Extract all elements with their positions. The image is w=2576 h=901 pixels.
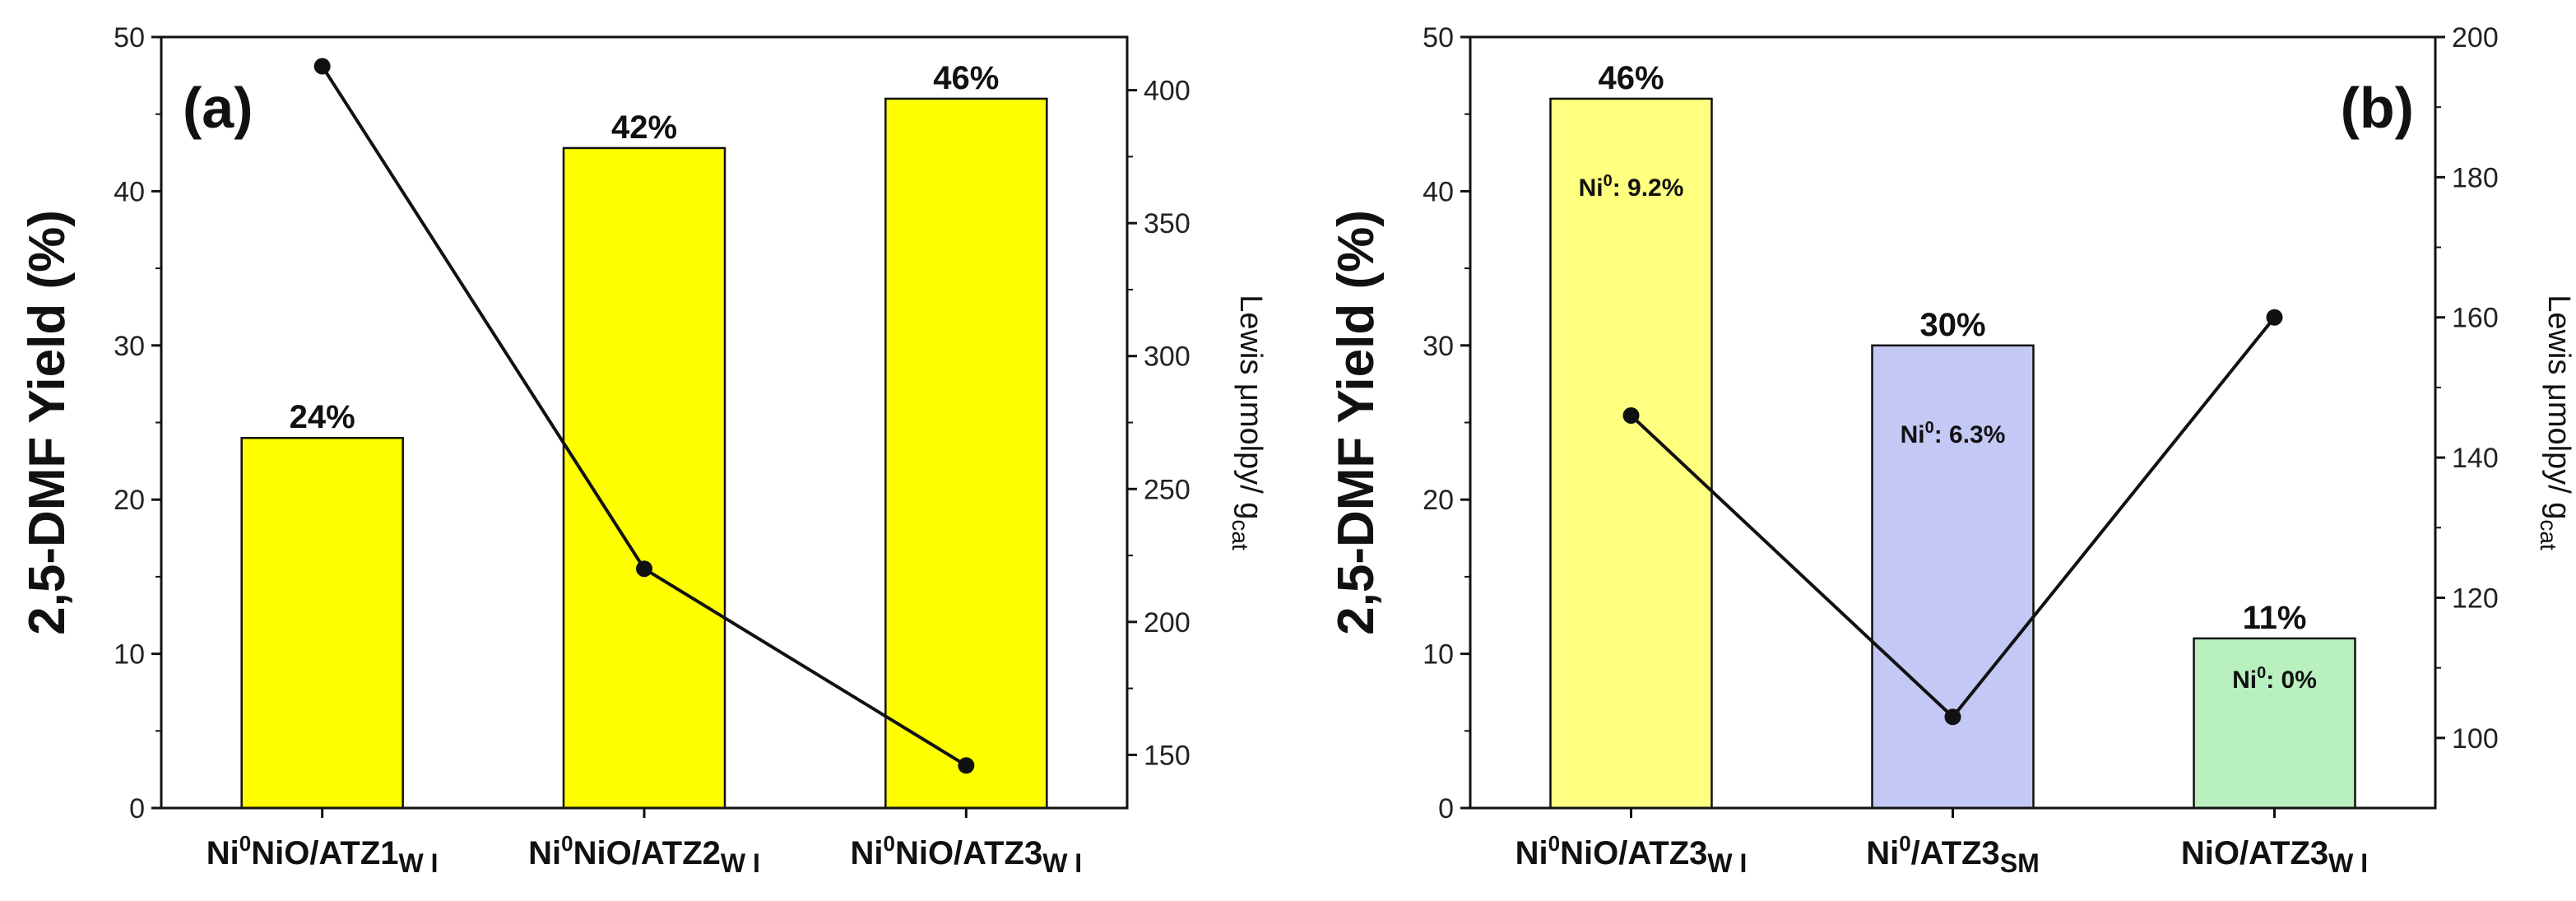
x-category-label: Ni0NiO/ATZ3W I: [850, 831, 1082, 878]
y-axis-title: 2,5-DMF Yield (%): [19, 210, 76, 635]
y2-tick-label: 200: [2452, 22, 2499, 53]
x-category-label: Ni0/ATZ3SM: [1866, 831, 2040, 878]
y-tick-label: 20: [114, 485, 145, 516]
y-tick-label: 30: [114, 331, 145, 362]
y2-tick-label: 350: [1144, 208, 1191, 239]
y2-tick-label: 300: [1144, 341, 1191, 373]
y2-tick-label: 160: [2452, 303, 2499, 334]
y-tick-label: 40: [114, 176, 145, 207]
y2-axis-title: Lewis μmolpy/ gcat: [1228, 295, 1268, 550]
x-category-label: Ni0NiO/ATZ3W I: [1515, 831, 1748, 878]
bar-value-label: 11%: [2243, 600, 2307, 636]
bar-value-label: 42%: [611, 109, 677, 146]
bar-value-label: 30%: [1919, 307, 1985, 343]
bar-annotation: Ni0: 0%: [2232, 664, 2317, 694]
line-point: [636, 560, 652, 578]
y2-tick-label: 400: [1144, 76, 1191, 107]
bar: [1871, 344, 2035, 810]
bar-value-label: 24%: [290, 399, 355, 435]
y2-tick-label: 140: [2452, 443, 2499, 474]
y2-tick-label: 180: [2452, 162, 2499, 193]
bar-value-label: 46%: [933, 60, 999, 96]
bar: [884, 97, 1048, 810]
chart-panel-b: 46% 30% 11% Ni0: 9.2% Ni0: 6.3% Ni0: 0% 0 10 20 3…: [1328, 22, 2576, 878]
bar: [562, 146, 726, 810]
panel-label: (b): [2341, 76, 2414, 140]
y2-tick-label: 120: [2452, 583, 2499, 614]
y2-axis-title: Lewis μmolpy/ gcat: [2536, 295, 2576, 550]
bar-annotation: Ni0: 6.3%: [1901, 419, 2006, 448]
x-category-label: Ni0NiO/ATZ2W I: [528, 831, 760, 878]
y-tick-label: 30: [1423, 331, 1454, 362]
y-tick-label: 0: [1438, 793, 1454, 824]
bar: [1549, 97, 1713, 810]
y-tick-label: 20: [1423, 485, 1454, 516]
y-tick-label: 0: [129, 793, 145, 824]
bar: [240, 436, 404, 810]
line-point: [1944, 708, 1961, 726]
x-category-label: Ni0NiO/ATZ1W I: [207, 831, 439, 878]
y2-tick-label: 150: [1144, 740, 1191, 771]
line-point: [313, 58, 331, 75]
line-point: [2266, 309, 2283, 326]
y-tick-label: 50: [114, 22, 145, 53]
y-tick-label: 40: [1423, 176, 1454, 207]
bar-value-label: 46%: [1598, 60, 1664, 96]
y-axis-title: 2,5-DMF Yield (%): [1328, 210, 1385, 635]
chart-panel-a: 24% 42% 46% 0 10 20 30 40 50 150 200 250 300 350 400 Ni…: [19, 22, 1268, 878]
bar-annotation: Ni0: 9.2%: [1579, 172, 1684, 202]
y2-tick-label: 200: [1144, 607, 1191, 639]
panel-label: (a): [183, 76, 253, 140]
y-tick-label: 50: [1423, 22, 1454, 53]
bar: [2193, 637, 2356, 810]
y-tick-label: 10: [1423, 639, 1454, 671]
x-category-label: NiO/ATZ3W I: [2181, 835, 2368, 878]
y-tick-label: 10: [114, 639, 145, 671]
y2-tick-label: 100: [2452, 723, 2499, 755]
line-point: [1622, 406, 1640, 424]
y2-tick-label: 250: [1144, 474, 1191, 505]
line-point: [958, 757, 975, 774]
